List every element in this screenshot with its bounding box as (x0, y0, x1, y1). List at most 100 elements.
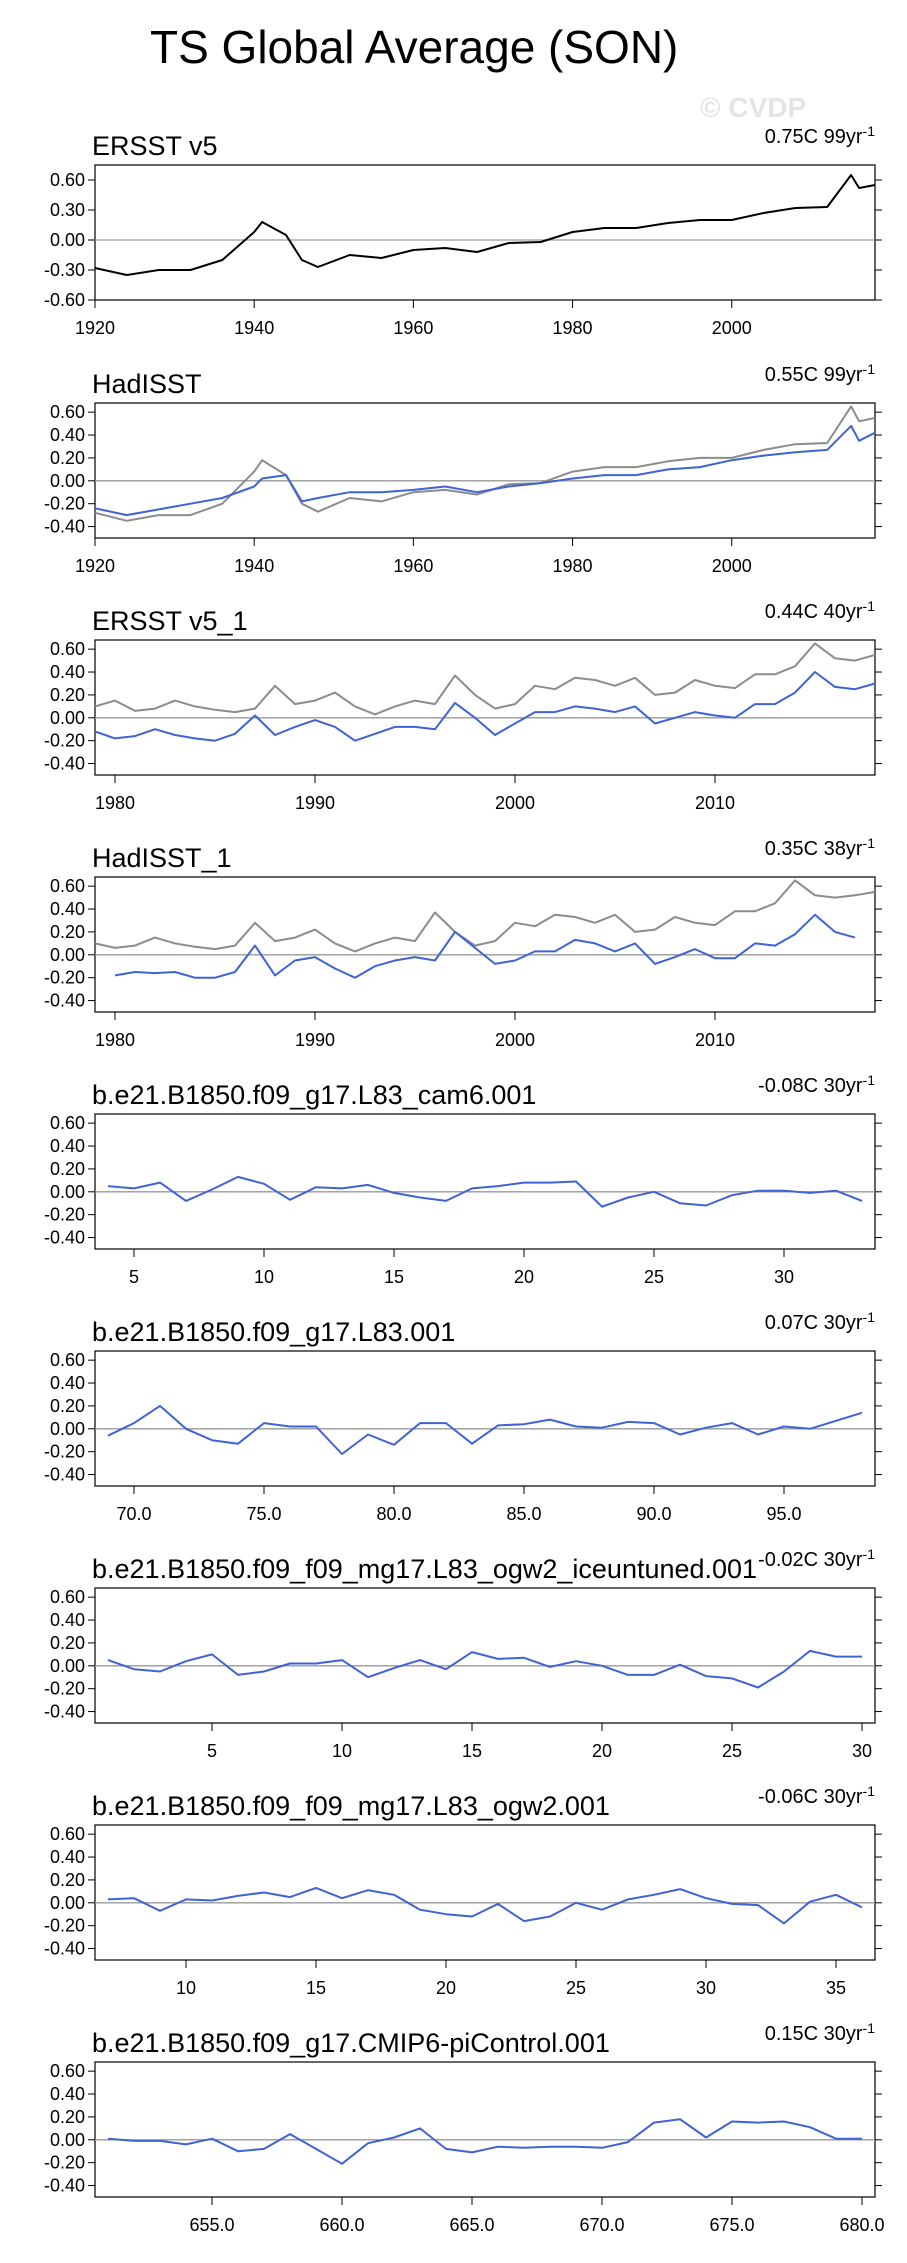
y-tick-label: 0.00 (50, 2130, 85, 2150)
x-tick-label: 30 (852, 1741, 872, 1761)
y-tick-label: -0.20 (44, 731, 85, 751)
y-tick-label: 0.20 (50, 448, 85, 468)
y-tick-label: 0.00 (50, 1893, 85, 1913)
trend-label: 0.44C 40yr-1 (765, 598, 876, 623)
series-line (94, 424, 876, 517)
x-tick-label: 655.0 (189, 2215, 234, 2235)
y-tick-label: -0.40 (44, 754, 85, 774)
x-tick-label: 90.0 (636, 1504, 671, 1524)
series-line (107, 1175, 863, 1208)
series-line (94, 642, 876, 716)
series-line (114, 913, 856, 979)
plot-frame (94, 402, 876, 539)
x-tick-label: 2000 (712, 556, 752, 576)
x-tick-label: 20 (436, 1978, 456, 1998)
series-line (107, 1649, 862, 1689)
y-tick-label: 0.60 (50, 876, 85, 896)
trend-label: -0.06C 30yr-1 (758, 1783, 875, 1808)
plot-frame (94, 1350, 876, 1487)
trend-label: -0.08C 30yr-1 (758, 1072, 875, 1097)
series-line (107, 1404, 863, 1455)
plot-frame (94, 164, 876, 301)
trend-label: 0.35C 38yr-1 (765, 835, 876, 860)
y-tick-label: -0.30 (44, 260, 85, 280)
panel-title: b.e21.B1850.f09_g17.CMIP6-piControl.001 (92, 2028, 610, 2058)
panel-title: b.e21.B1850.f09_f09_mg17.L83_ogw2.001 (92, 1791, 610, 1821)
y-tick-label: -0.20 (44, 1205, 85, 1225)
y-tick-label: 0.20 (50, 922, 85, 942)
y-tick-label: 0.20 (50, 2107, 85, 2127)
x-tick-label: 1940 (234, 318, 274, 338)
y-tick-label: 0.20 (50, 1870, 85, 1890)
x-tick-label: 10 (332, 1741, 352, 1761)
y-tick-label: 0.00 (50, 230, 85, 250)
x-tick-label: 1990 (295, 1030, 335, 1050)
x-tick-label: 670.0 (579, 2215, 624, 2235)
panel-title: ERSST v5 (92, 131, 218, 161)
series-line (94, 405, 876, 522)
y-tick-label: -0.60 (44, 290, 85, 310)
plot-frame (94, 1587, 876, 1724)
trend-label: 0.15C 30yr-1 (765, 2020, 876, 2045)
y-tick-label: 0.40 (50, 1847, 85, 1867)
y-tick-label: 0.40 (50, 1373, 85, 1393)
x-tick-label: 2000 (712, 318, 752, 338)
y-tick-label: -0.40 (44, 1702, 85, 1722)
y-tick-label: 0.60 (50, 2061, 85, 2081)
y-tick-label: 0.20 (50, 1396, 85, 1416)
plot-frame (94, 876, 876, 1013)
y-tick-label: 0.40 (50, 1610, 85, 1630)
x-tick-label: 2010 (695, 793, 735, 813)
y-tick-label: 0.20 (50, 1159, 85, 1179)
x-tick-label: 95.0 (766, 1504, 801, 1524)
x-tick-label: 1920 (75, 318, 115, 338)
x-tick-label: 2000 (495, 793, 535, 813)
series-line (107, 1886, 863, 1925)
y-tick-label: 0.40 (50, 2084, 85, 2104)
trend-label: 0.55C 99yr-1 (765, 361, 876, 386)
y-tick-label: -0.40 (44, 1465, 85, 1485)
series-line (94, 174, 876, 276)
y-tick-label: 0.40 (50, 425, 85, 445)
x-tick-label: 10 (254, 1267, 274, 1287)
x-tick-label: 5 (207, 1741, 217, 1761)
x-tick-label: 25 (722, 1741, 742, 1761)
plot-frame (94, 639, 876, 776)
y-tick-label: 0.60 (50, 1350, 85, 1370)
x-tick-label: 1960 (393, 556, 433, 576)
y-tick-label: -0.20 (44, 494, 85, 514)
page-title: TS Global Average (SON) (150, 21, 679, 73)
y-tick-label: -0.40 (44, 1939, 85, 1959)
panel-title: b.e21.B1850.f09_f09_mg17.L83_ogw2_iceunt… (92, 1554, 757, 1584)
panel-title: b.e21.B1850.f09_g17.L83_cam6.001 (92, 1080, 536, 1110)
y-tick-label: 0.00 (50, 708, 85, 728)
x-tick-label: 1990 (295, 793, 335, 813)
x-tick-label: 1920 (75, 556, 115, 576)
y-tick-label: -0.20 (44, 968, 85, 988)
cvdp-watermark: © CVDP (700, 92, 807, 123)
x-tick-label: 675.0 (709, 2215, 754, 2235)
x-tick-label: 35 (826, 1978, 846, 1998)
y-tick-label: 0.20 (50, 685, 85, 705)
x-tick-label: 10 (176, 1978, 196, 1998)
y-tick-label: 0.60 (50, 1113, 85, 1133)
y-tick-label: 0.60 (50, 639, 85, 659)
y-tick-label: -0.20 (44, 1916, 85, 1936)
x-tick-label: 660.0 (319, 2215, 364, 2235)
x-tick-label: 25 (566, 1978, 586, 1998)
x-tick-label: 20 (592, 1741, 612, 1761)
y-tick-label: 0.00 (50, 1419, 85, 1439)
x-tick-label: 5 (129, 1267, 139, 1287)
y-tick-label: 0.40 (50, 899, 85, 919)
y-tick-label: 0.00 (50, 1182, 85, 1202)
y-tick-label: 0.40 (50, 662, 85, 682)
x-tick-label: 15 (462, 1741, 482, 1761)
x-tick-label: 1980 (553, 556, 593, 576)
trend-label: 0.75C 99yr-1 (765, 123, 876, 148)
x-tick-label: 665.0 (449, 2215, 494, 2235)
y-tick-label: -0.20 (44, 1679, 85, 1699)
series-line (94, 671, 876, 742)
y-tick-label: -0.20 (44, 2153, 85, 2173)
